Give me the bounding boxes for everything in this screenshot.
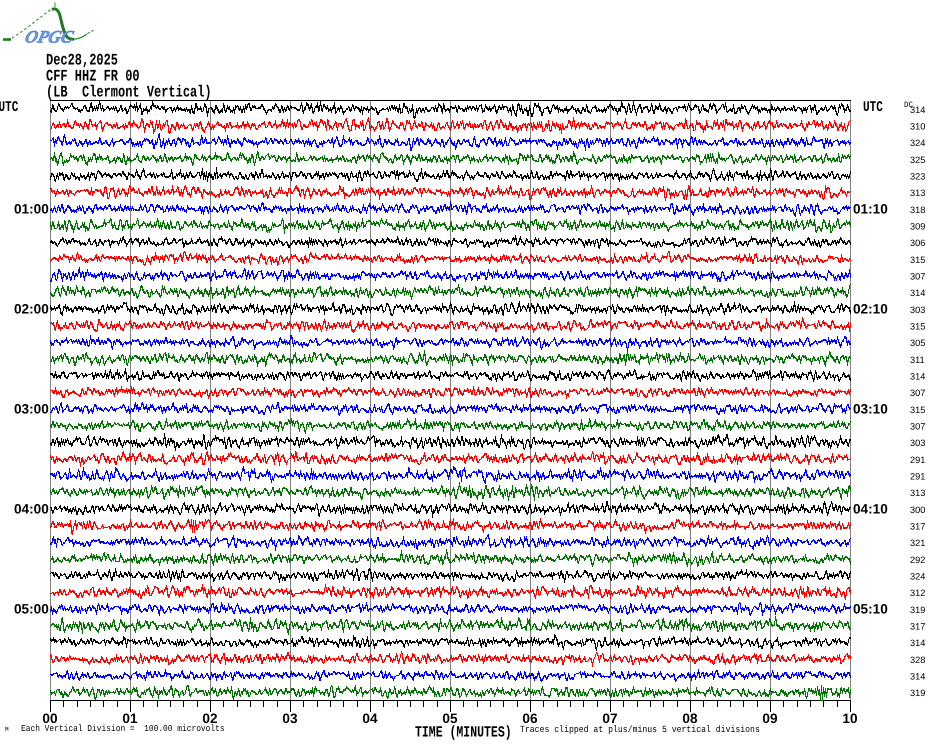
- svg-text:M: M: [5, 726, 9, 733]
- svg-text:UTC: UTC: [0, 100, 19, 116]
- svg-text:300: 300: [910, 505, 925, 515]
- svg-text:323: 323: [910, 172, 925, 182]
- svg-text:OPGC: OPGC: [23, 27, 76, 47]
- svg-text:00: 00: [42, 711, 57, 726]
- svg-text:02:00: 02:00: [14, 301, 49, 316]
- svg-text:291: 291: [910, 472, 925, 482]
- svg-text:321: 321: [910, 538, 925, 548]
- svg-text:319: 319: [910, 605, 925, 615]
- svg-text:311: 311: [910, 355, 925, 365]
- svg-text:314: 314: [910, 372, 925, 382]
- svg-text:303: 303: [910, 305, 925, 315]
- svg-text:303: 303: [910, 438, 925, 448]
- svg-text:05:10: 05:10: [853, 601, 888, 616]
- svg-text:317: 317: [910, 622, 925, 632]
- svg-text:314: 314: [910, 105, 925, 115]
- svg-text:292: 292: [910, 555, 925, 565]
- svg-text:315: 315: [910, 255, 925, 265]
- svg-text:10: 10: [842, 711, 857, 726]
- svg-text:314: 314: [910, 672, 925, 682]
- svg-text:(LB Clermont Vertical): (LB Clermont Vertical): [46, 83, 212, 102]
- svg-text:314: 314: [910, 288, 925, 298]
- svg-text:04:10: 04:10: [853, 501, 888, 516]
- svg-text:Dec28,2025: Dec28,2025: [46, 51, 118, 70]
- svg-text:305: 305: [910, 338, 925, 348]
- svg-text:04:00: 04:00: [14, 501, 49, 516]
- svg-text:03:00: 03:00: [14, 401, 49, 416]
- svg-text:307: 307: [910, 388, 925, 398]
- svg-text:318: 318: [910, 205, 925, 215]
- svg-text:324: 324: [910, 138, 925, 148]
- svg-text:01: 01: [122, 711, 138, 726]
- svg-text:310: 310: [910, 122, 925, 132]
- svg-text:03: 03: [282, 711, 298, 726]
- svg-text:291: 291: [910, 455, 925, 465]
- svg-text:08: 08: [682, 711, 698, 726]
- svg-text:01:00: 01:00: [14, 201, 49, 216]
- svg-text:328: 328: [910, 655, 925, 665]
- svg-text:TIME (MINUTES): TIME (MINUTES): [415, 724, 512, 742]
- svg-text:315: 315: [910, 405, 925, 415]
- svg-text:Each Vertical Division = 100.: Each Vertical Division = 100.00 microvol…: [21, 724, 225, 734]
- svg-text:04: 04: [362, 711, 378, 726]
- svg-text:313: 313: [910, 488, 925, 498]
- svg-text:CFF HHZ FR 00: CFF HHZ FR 00: [46, 67, 140, 86]
- svg-text:05:00: 05:00: [14, 601, 49, 616]
- svg-text:307: 307: [910, 272, 925, 282]
- svg-text:DC: DC: [904, 100, 914, 110]
- svg-text:315: 315: [910, 322, 925, 332]
- svg-text:03:10: 03:10: [853, 401, 888, 416]
- svg-text:06: 06: [522, 711, 538, 726]
- svg-text:312: 312: [910, 588, 925, 598]
- svg-text:325: 325: [910, 155, 925, 165]
- svg-text:309: 309: [910, 222, 925, 232]
- svg-text:01:10: 01:10: [853, 201, 888, 216]
- svg-text:02:10: 02:10: [853, 301, 888, 316]
- svg-text:Traces clipped at plus/minus 5: Traces clipped at plus/minus 5 vertical …: [520, 725, 760, 735]
- svg-text:319: 319: [910, 688, 925, 698]
- svg-text:05: 05: [442, 711, 458, 726]
- svg-text:306: 306: [910, 238, 925, 248]
- svg-text:313: 313: [910, 188, 925, 198]
- svg-text:314: 314: [910, 638, 925, 648]
- svg-text:317: 317: [910, 522, 925, 532]
- svg-text:09: 09: [762, 711, 778, 726]
- svg-text:02: 02: [202, 711, 218, 726]
- svg-text:324: 324: [910, 572, 925, 582]
- svg-text:UTC: UTC: [863, 100, 883, 116]
- svg-text:07: 07: [602, 711, 617, 726]
- svg-text:307: 307: [910, 422, 925, 432]
